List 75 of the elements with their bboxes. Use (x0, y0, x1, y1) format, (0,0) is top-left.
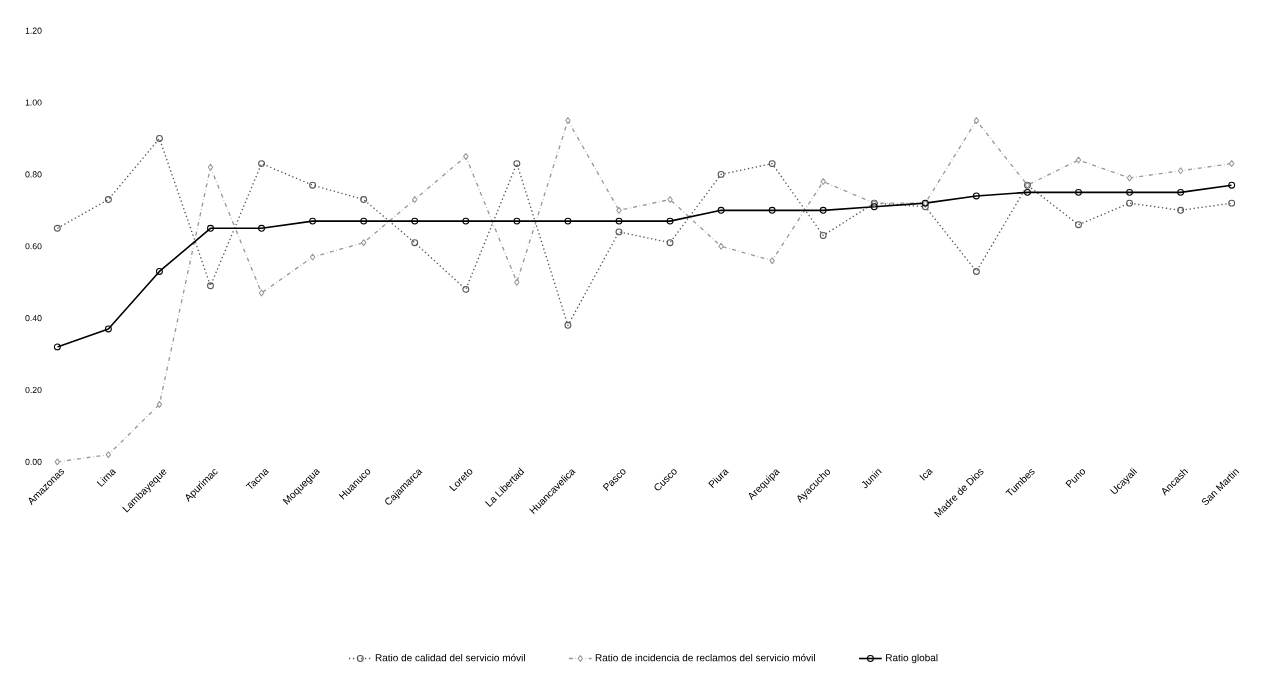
point (972, 267, 980, 275)
point (1177, 167, 1184, 175)
point (717, 170, 725, 178)
point (1228, 199, 1236, 207)
y-tick-label: 0.00 (25, 458, 42, 465)
point (462, 285, 470, 293)
point (258, 289, 265, 297)
y-tick-label: 0.80 (25, 171, 42, 178)
point (1075, 156, 1082, 164)
y-tick-label: 0.40 (25, 314, 42, 321)
y-tick-label: 1.00 (25, 99, 42, 106)
point (718, 242, 724, 250)
point (258, 159, 266, 167)
point (1177, 206, 1185, 214)
point (360, 217, 368, 225)
point (309, 181, 317, 189)
point (156, 400, 163, 408)
point (973, 116, 980, 124)
point (564, 321, 572, 329)
point (615, 228, 623, 236)
point (412, 195, 418, 203)
point (564, 217, 572, 225)
point (768, 159, 776, 167)
point (616, 206, 622, 214)
point (1075, 188, 1082, 196)
y-tick-label: 0.60 (25, 242, 42, 250)
point (105, 450, 112, 458)
point (667, 195, 673, 203)
point (870, 203, 878, 210)
point (207, 282, 214, 290)
point (565, 116, 571, 124)
point (513, 159, 521, 167)
point (54, 458, 61, 466)
point (769, 256, 775, 264)
point (309, 217, 317, 225)
point (207, 163, 214, 171)
y-tick-label: 0.20 (25, 386, 42, 393)
point (819, 206, 827, 214)
legend-label: Ratio de calidad del servicio móvil (375, 653, 525, 662)
point (155, 134, 163, 142)
point (768, 206, 776, 214)
point (309, 253, 316, 261)
legend-label: Ratio de incidencia de reclamos del servicio móvil (595, 653, 815, 662)
point (1126, 188, 1134, 196)
legend-label: Ratio global (886, 653, 938, 663)
point (104, 325, 112, 333)
point (1126, 199, 1134, 207)
point (514, 278, 520, 286)
point (258, 224, 266, 232)
point (463, 152, 469, 160)
point (1228, 159, 1235, 167)
point (666, 238, 674, 246)
point (207, 224, 214, 232)
point (1177, 188, 1185, 196)
point (1126, 174, 1133, 182)
point (104, 195, 112, 203)
point (615, 217, 623, 225)
point (360, 238, 367, 246)
point (155, 267, 163, 275)
point (462, 217, 470, 225)
x-tick-label: Ica (919, 469, 933, 481)
point (972, 192, 980, 200)
point (717, 206, 725, 214)
point (820, 177, 826, 185)
point (1023, 188, 1031, 196)
point (53, 224, 61, 232)
point (513, 217, 521, 225)
point (819, 231, 827, 239)
point (666, 217, 674, 225)
y-tick-label: 1.20 (25, 27, 42, 34)
point (360, 195, 368, 203)
point (921, 203, 929, 210)
point (411, 238, 419, 246)
point (411, 217, 419, 225)
point (1075, 220, 1082, 228)
